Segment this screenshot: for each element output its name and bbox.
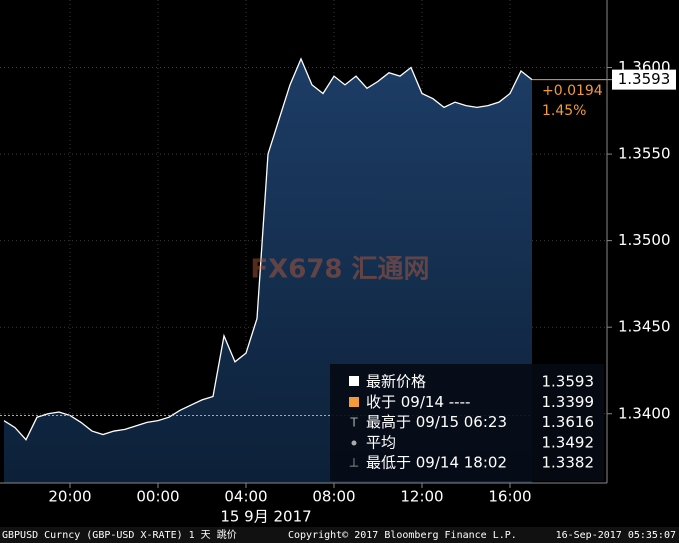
y-tick-label: 1.3400: [618, 404, 671, 422]
date-label: 15 9月 2017: [220, 508, 311, 526]
x-tick-label: 12:00: [400, 488, 443, 506]
y-tick-label: 1.3450: [618, 318, 671, 336]
change-label: +0.0194: [542, 83, 603, 99]
legend-icon: [351, 440, 357, 446]
footer-bar: [0, 527, 679, 543]
footer-text: Copyright© 2017 Bloomberg Finance L.P.: [288, 530, 517, 541]
x-tick-label: 00:00: [136, 488, 179, 506]
legend-label: 最新价格: [366, 373, 426, 391]
legend-icon: [349, 376, 359, 386]
last-price-tag: [612, 69, 676, 90]
legend-value: 1.3593: [542, 373, 595, 391]
legend-label: 最低于 09/14 18:02: [366, 454, 507, 472]
legend-label: 收于 09/14 ----: [366, 393, 470, 411]
y-tick-label: 1.3550: [618, 145, 671, 163]
x-tick-label: 16:00: [488, 488, 531, 506]
watermark: FX678 汇通网: [250, 255, 429, 285]
change-pct-label: 1.45%: [542, 103, 586, 119]
legend-value: 1.3399: [542, 393, 595, 411]
legend-box: [330, 364, 604, 481]
legend-label: 平均: [366, 433, 396, 451]
footer-text: 16-Sep-2017 05:35:07: [556, 530, 676, 541]
legend-icon: ⊥: [349, 456, 359, 470]
legend-icon: [349, 397, 359, 407]
x-tick-label: 20:00: [48, 488, 91, 506]
legend-label: 最高于 09/15 06:23: [366, 413, 507, 431]
legend-value: 1.3492: [542, 433, 595, 451]
legend-icon: T: [349, 416, 358, 430]
legend-value: 1.3382: [542, 454, 595, 472]
x-tick-label: 04:00: [224, 488, 267, 506]
footer-text: GBPUSD Curncy (GBP-USD X-RATE) 1 天 跳价: [2, 528, 237, 541]
last-price-label: 1.3593: [618, 70, 671, 88]
line: [3, 57, 533, 441]
legend: T ⊥ 最新价格 1.3593 收于 09/14 ---- 1.3399 最高于 09/…: [330, 364, 604, 481]
legend-value: 1.3616: [542, 413, 595, 431]
y-tick-label: 1.3500: [618, 231, 671, 249]
x-tick-label: 08:00: [312, 488, 355, 506]
